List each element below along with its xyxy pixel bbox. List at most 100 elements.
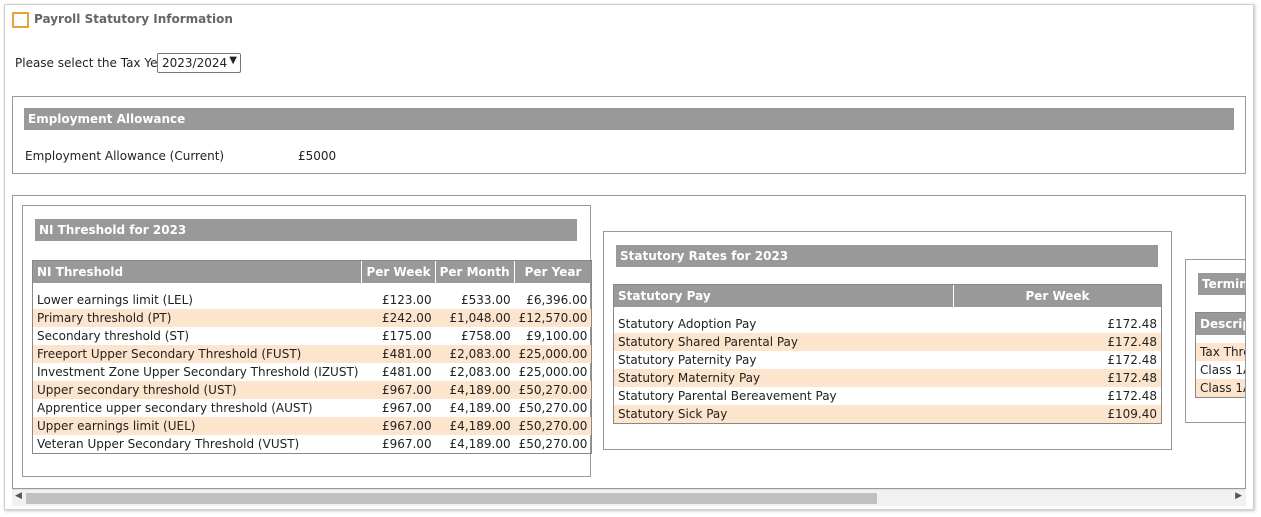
table-row: Class 1A — [1196, 361, 1245, 379]
table-row: Statutory Sick Pay £109.40 — [614, 405, 1161, 423]
row-month: £4,189.00 — [449, 437, 511, 451]
row-week: £967.00 — [362, 381, 436, 399]
row-name: Statutory Maternity Pay — [614, 369, 954, 387]
row-name: Upper secondary threshold (UST) — [33, 381, 363, 399]
row-month: £4,189.00 — [435, 417, 515, 435]
row-year: £12,570.00 — [514, 309, 592, 327]
horizontal-scrollbar[interactable]: ◀ ▶ — [12, 489, 1246, 506]
tax-year-selected-value: 2023/2024 — [162, 56, 228, 70]
page-title: Payroll Statutory Information — [34, 12, 233, 26]
ni-threshold-table: NI Threshold Per Week Per Month Per Year… — [33, 261, 592, 453]
employment-allowance-label: Employment Allowance (Current) — [25, 149, 225, 163]
ni-threshold-title: NI Threshold for 2023 — [35, 219, 577, 241]
table-row: Lower earnings limit (LEL) £123.00 £533.00… — [33, 291, 591, 309]
row-week: £123.00 — [381, 293, 432, 307]
ni-threshold-panel: NI Threshold for 2023 NI Threshold Per W… — [22, 205, 593, 477]
sr-col-pay: Statutory Pay — [614, 285, 954, 307]
row-name: Primary threshold (PT) — [33, 309, 363, 327]
table-row: Statutory Shared Parental Pay £172.48 — [614, 333, 1161, 351]
table-row: Secondary threshold (ST) £175.00 £758.00 £9… — [33, 327, 591, 345]
row-name: Statutory Parental Bereavement Pay — [618, 389, 837, 403]
row-week: £967.00 — [362, 417, 436, 435]
row-week: £172.48 — [1107, 389, 1157, 403]
ni-col-year: Per Year — [514, 261, 592, 283]
row-name: Class 1A — [1200, 363, 1245, 377]
row-year: £25,000.00 — [518, 365, 588, 379]
statutory-rates-title: Statutory Rates for 2023 — [616, 245, 1158, 267]
table-row: Primary threshold (PT) £242.00 £1,048.00 £1… — [33, 309, 592, 327]
row-name: Veteran Upper Secondary Threshold (VUST) — [37, 437, 300, 451]
row-year: £6,396.00 — [526, 293, 588, 307]
row-year: £50,270.00 — [514, 417, 592, 435]
table-row: Upper earnings limit (UEL) £967.00 £4,189.… — [33, 417, 592, 435]
employment-allowance-value: £5000 — [298, 149, 337, 163]
termination-title: Termina — [1198, 273, 1245, 295]
row-week: £481.00 — [381, 365, 432, 379]
statutory-rates-panel: Statutory Rates for 2023 Statutory Pay P… — [603, 231, 1172, 450]
row-week: £967.00 — [381, 437, 432, 451]
row-year: £50,270.00 — [514, 381, 592, 399]
table-row: Statutory Adoption Pay £172.48 — [614, 315, 1161, 333]
row-name: Statutory Sick Pay — [614, 405, 954, 423]
row-year: £9,100.00 — [526, 329, 588, 343]
ni-threshold-table-frame: NI Threshold Per Week Per Month Per Year… — [32, 260, 593, 454]
scroll-right-icon[interactable]: ▶ — [1235, 491, 1242, 501]
row-year: £50,270.00 — [518, 437, 588, 451]
statutory-panels-container: NI Threshold for 2023 NI Threshold Per W… — [12, 195, 1246, 489]
table-row: Freeport Upper Secondary Threshold (FUST… — [33, 345, 592, 363]
row-name: Statutory Adoption Pay — [618, 317, 757, 331]
row-year: £50,270.00 — [518, 401, 588, 415]
employment-allowance-title: Employment Allowance — [24, 108, 1234, 130]
row-week: £172.48 — [954, 369, 1161, 387]
row-month: £533.00 — [461, 293, 511, 307]
table-row: Class 1A — [1196, 379, 1245, 397]
sr-col-week: Per Week — [954, 285, 1161, 307]
scroll-left-icon[interactable]: ◀ — [15, 491, 22, 501]
row-week: £481.00 — [362, 345, 436, 363]
ni-col-month: Per Month — [435, 261, 515, 283]
row-week: £109.40 — [954, 405, 1161, 423]
row-name: Class 1A — [1196, 379, 1245, 397]
statutory-rates-table: Statutory Pay Per Week Statutory Adoptio… — [614, 285, 1161, 423]
ni-col-threshold: NI Threshold — [33, 261, 363, 283]
employment-allowance-box: Employment Allowance — [12, 96, 1246, 174]
table-row: Apprentice upper secondary threshold (AU… — [33, 399, 591, 417]
row-week: £967.00 — [381, 401, 432, 415]
row-name: Upper earnings limit (UEL) — [33, 417, 363, 435]
row-name: Lower earnings limit (LEL) — [37, 293, 193, 307]
row-month: £1,048.00 — [435, 309, 515, 327]
row-name: Secondary threshold (ST) — [37, 329, 190, 343]
row-month: £758.00 — [461, 329, 511, 343]
tax-year-label: Please select the Tax Year — [15, 56, 170, 70]
scrollbar-thumb[interactable] — [26, 493, 877, 504]
payroll-statutory-window: Payroll Statutory Information Please sel… — [4, 4, 1254, 510]
table-row: Upper secondary threshold (UST) £967.00 £4… — [33, 381, 592, 399]
row-name: Freeport Upper Secondary Threshold (FUST… — [33, 345, 363, 363]
row-name: Statutory Shared Parental Pay — [614, 333, 954, 351]
row-name: Tax Thre — [1196, 343, 1245, 361]
row-week: £172.48 — [954, 333, 1161, 351]
tax-year-select[interactable]: 2023/2024 ▼ — [157, 53, 241, 73]
row-name: Statutory Paternity Pay — [618, 353, 757, 367]
checkbox-icon[interactable] — [12, 12, 29, 28]
table-row: Veteran Upper Secondary Threshold (VUST)… — [33, 435, 591, 453]
statutory-rates-table-frame: Statutory Pay Per Week Statutory Adoptio… — [613, 284, 1162, 424]
chevron-down-icon: ▼ — [229, 55, 237, 66]
row-week: £172.48 — [1107, 353, 1157, 367]
termination-panel: Termina Descrip Tax Thre Class 1A Class … — [1185, 259, 1245, 423]
row-week: £242.00 — [362, 309, 436, 327]
row-name: Investment Zone Upper Secondary Threshol… — [37, 365, 359, 379]
table-row: Statutory Maternity Pay £172.48 — [614, 369, 1161, 387]
row-week: £175.00 — [381, 329, 432, 343]
row-year: £25,000.00 — [514, 345, 592, 363]
row-month: £2,083.00 — [449, 365, 511, 379]
termination-table: Descrip Tax Thre Class 1A Class 1A — [1196, 313, 1245, 397]
termination-table-frame: Descrip Tax Thre Class 1A Class 1A — [1195, 312, 1245, 398]
table-row: Tax Thre — [1196, 343, 1245, 361]
ni-col-week: Per Week — [362, 261, 436, 283]
term-col-description: Descrip — [1196, 313, 1245, 335]
row-month: £4,189.00 — [435, 381, 515, 399]
row-week: £172.48 — [1107, 317, 1157, 331]
table-row: Investment Zone Upper Secondary Threshol… — [33, 363, 591, 381]
row-month: £4,189.00 — [449, 401, 511, 415]
